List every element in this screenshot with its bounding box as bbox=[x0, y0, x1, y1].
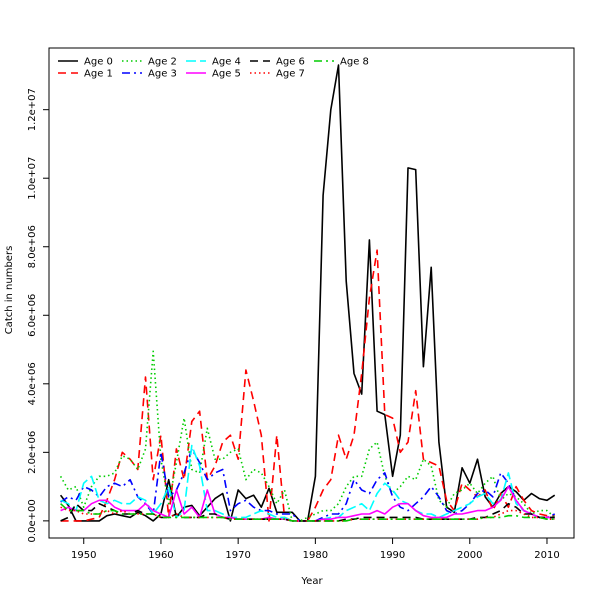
y-tick-label: 4.0e+06 bbox=[27, 362, 38, 405]
legend-label: Age 0 bbox=[84, 57, 113, 68]
y-tick-label: 2.0e+06 bbox=[27, 431, 38, 474]
y-axis: 0.0e+00 2.0e+06 4.0e+06 6.0e+06 8.0e+06 1.0e+… bbox=[27, 88, 49, 542]
x-axis-title: Year bbox=[300, 576, 323, 587]
x-tick-label: 1950 bbox=[71, 550, 96, 561]
legend-label: Age 8 bbox=[340, 57, 369, 68]
series-layer bbox=[59, 64, 556, 522]
legend-label: Age 5 bbox=[212, 69, 241, 80]
legend-label: Age 3 bbox=[148, 69, 177, 80]
legend-label: Age 4 bbox=[212, 57, 241, 68]
y-tick-label: 1.2e+07 bbox=[27, 88, 38, 131]
legend-label: Age 6 bbox=[276, 57, 305, 68]
plot-frame bbox=[48, 47, 575, 539]
x-tick-label: 2000 bbox=[457, 550, 482, 561]
x-axis: 1950 1960 1970 1980 1990 2000 2010 bbox=[71, 538, 560, 561]
legend-label: Age 1 bbox=[84, 69, 113, 80]
x-tick-label: 1980 bbox=[303, 550, 328, 561]
series-line-age-4 bbox=[60, 444, 555, 522]
x-tick-label: 1970 bbox=[225, 550, 250, 561]
y-tick-label: 8.0e+06 bbox=[27, 225, 38, 268]
y-tick-label: 1.0e+07 bbox=[27, 157, 38, 200]
series-line-age-5 bbox=[60, 485, 555, 522]
y-axis-title: Catch in numbers bbox=[4, 246, 15, 335]
x-tick-label: 1960 bbox=[148, 550, 173, 561]
y-tick-label: 6.0e+06 bbox=[27, 294, 38, 337]
legend-label: Age 2 bbox=[148, 57, 177, 68]
series-line-age-1 bbox=[60, 249, 555, 522]
series-line-age-8 bbox=[60, 503, 555, 522]
x-tick-label: 1990 bbox=[380, 550, 405, 561]
series-line-age-0 bbox=[59, 64, 556, 522]
legend-label: Age 7 bbox=[276, 69, 305, 80]
x-tick-label: 2010 bbox=[534, 550, 559, 561]
y-tick-label: 0.0e+00 bbox=[27, 499, 38, 542]
